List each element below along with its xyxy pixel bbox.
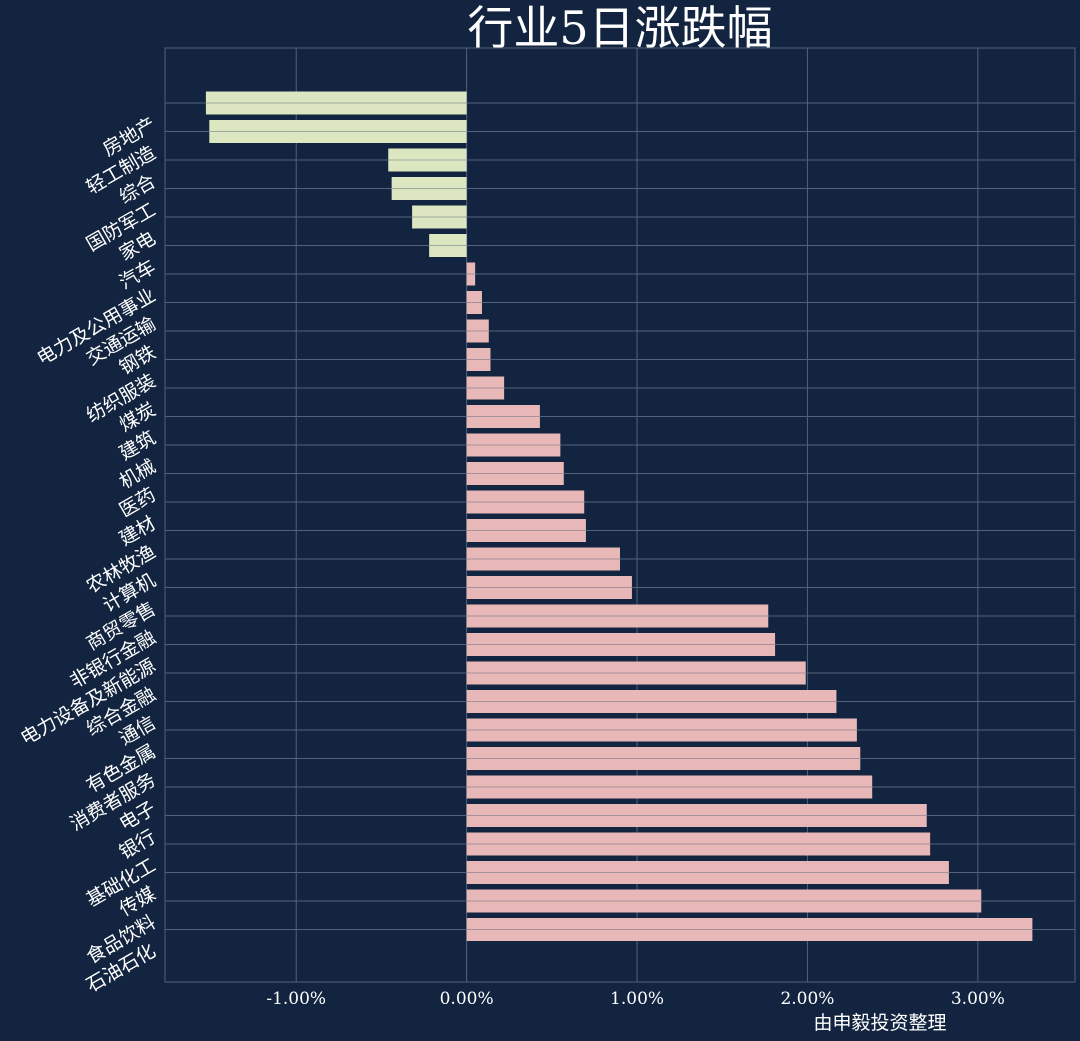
x-tick-label: 1.00% <box>610 989 664 1009</box>
bars <box>205 91 1033 941</box>
y-tick-label: 机械 <box>116 455 160 493</box>
y-tick-label: 医药 <box>116 484 160 522</box>
x-tick-label: 2.00% <box>780 989 834 1009</box>
chart-title: 行业5日涨跌幅 <box>467 1 772 55</box>
plot-frame <box>164 47 1076 983</box>
x-tick-label: 3.00% <box>951 989 1005 1009</box>
x-tick-label: 0.00% <box>440 989 494 1009</box>
y-tick-label: 建材 <box>116 512 160 550</box>
y-tick-label: 建筑 <box>116 427 160 465</box>
x-tick-label: -1.00% <box>266 989 326 1009</box>
x-axis-label: 由申毅投资整理 <box>813 1012 946 1034</box>
y-tick-label: 汽车 <box>116 256 160 294</box>
y-tick-label: 银行 <box>116 826 160 864</box>
